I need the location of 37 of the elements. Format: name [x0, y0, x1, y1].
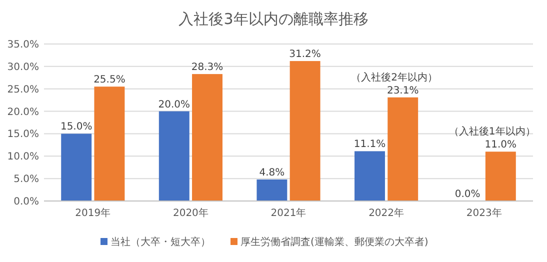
y-tick-label: 25.0% — [7, 84, 39, 96]
data-label: 25.5% — [94, 74, 126, 86]
x-tick-label: 2020年 — [172, 207, 208, 219]
bar — [192, 74, 222, 201]
data-label: 4.8% — [259, 167, 285, 178]
data-label: 23.1% — [386, 85, 419, 96]
x-tick-label: 2019年 — [75, 207, 111, 219]
bar — [485, 152, 516, 201]
x-tick-label: 2022年 — [368, 207, 404, 219]
x-tick-label: 2023年 — [466, 207, 502, 219]
y-tick-label: 0.0% — [14, 196, 39, 208]
chart-title: 入社後3年以内の離職率推移 — [178, 10, 368, 28]
data-label: 15.0% — [60, 122, 92, 133]
annotation: （入社後1年以内） — [448, 126, 536, 138]
y-tick-label: 10.0% — [7, 152, 39, 163]
data-label: 11.0% — [484, 140, 517, 151]
legend-label: 当社（大卒・短大卒） — [110, 236, 210, 248]
data-label: 0.0% — [454, 189, 480, 200]
data-label: 11.1% — [354, 139, 386, 150]
annotation: （入社後2年以内） — [351, 71, 438, 84]
y-tick-label: 15.0% — [7, 129, 39, 140]
bar — [94, 86, 125, 201]
y-tick-label: 5.0% — [14, 174, 39, 186]
y-tick-label: 30.0% — [7, 62, 39, 73]
y-tick-label: 20.0% — [7, 106, 39, 118]
x-tick-label: 2021年 — [270, 207, 306, 219]
bar — [256, 179, 288, 201]
y-tick-label: 35.0% — [7, 40, 39, 50]
data-label: 20.0% — [158, 99, 190, 110]
bar — [354, 151, 385, 201]
bar — [61, 134, 92, 201]
bar — [388, 97, 418, 201]
data-label: 28.3% — [191, 62, 224, 74]
bar — [290, 61, 320, 201]
legend-label: 厚生労働省調査(運輸業、郵便業の大卒者) — [240, 236, 428, 248]
bar — [158, 111, 190, 201]
data-label: 31.2% — [289, 49, 321, 60]
